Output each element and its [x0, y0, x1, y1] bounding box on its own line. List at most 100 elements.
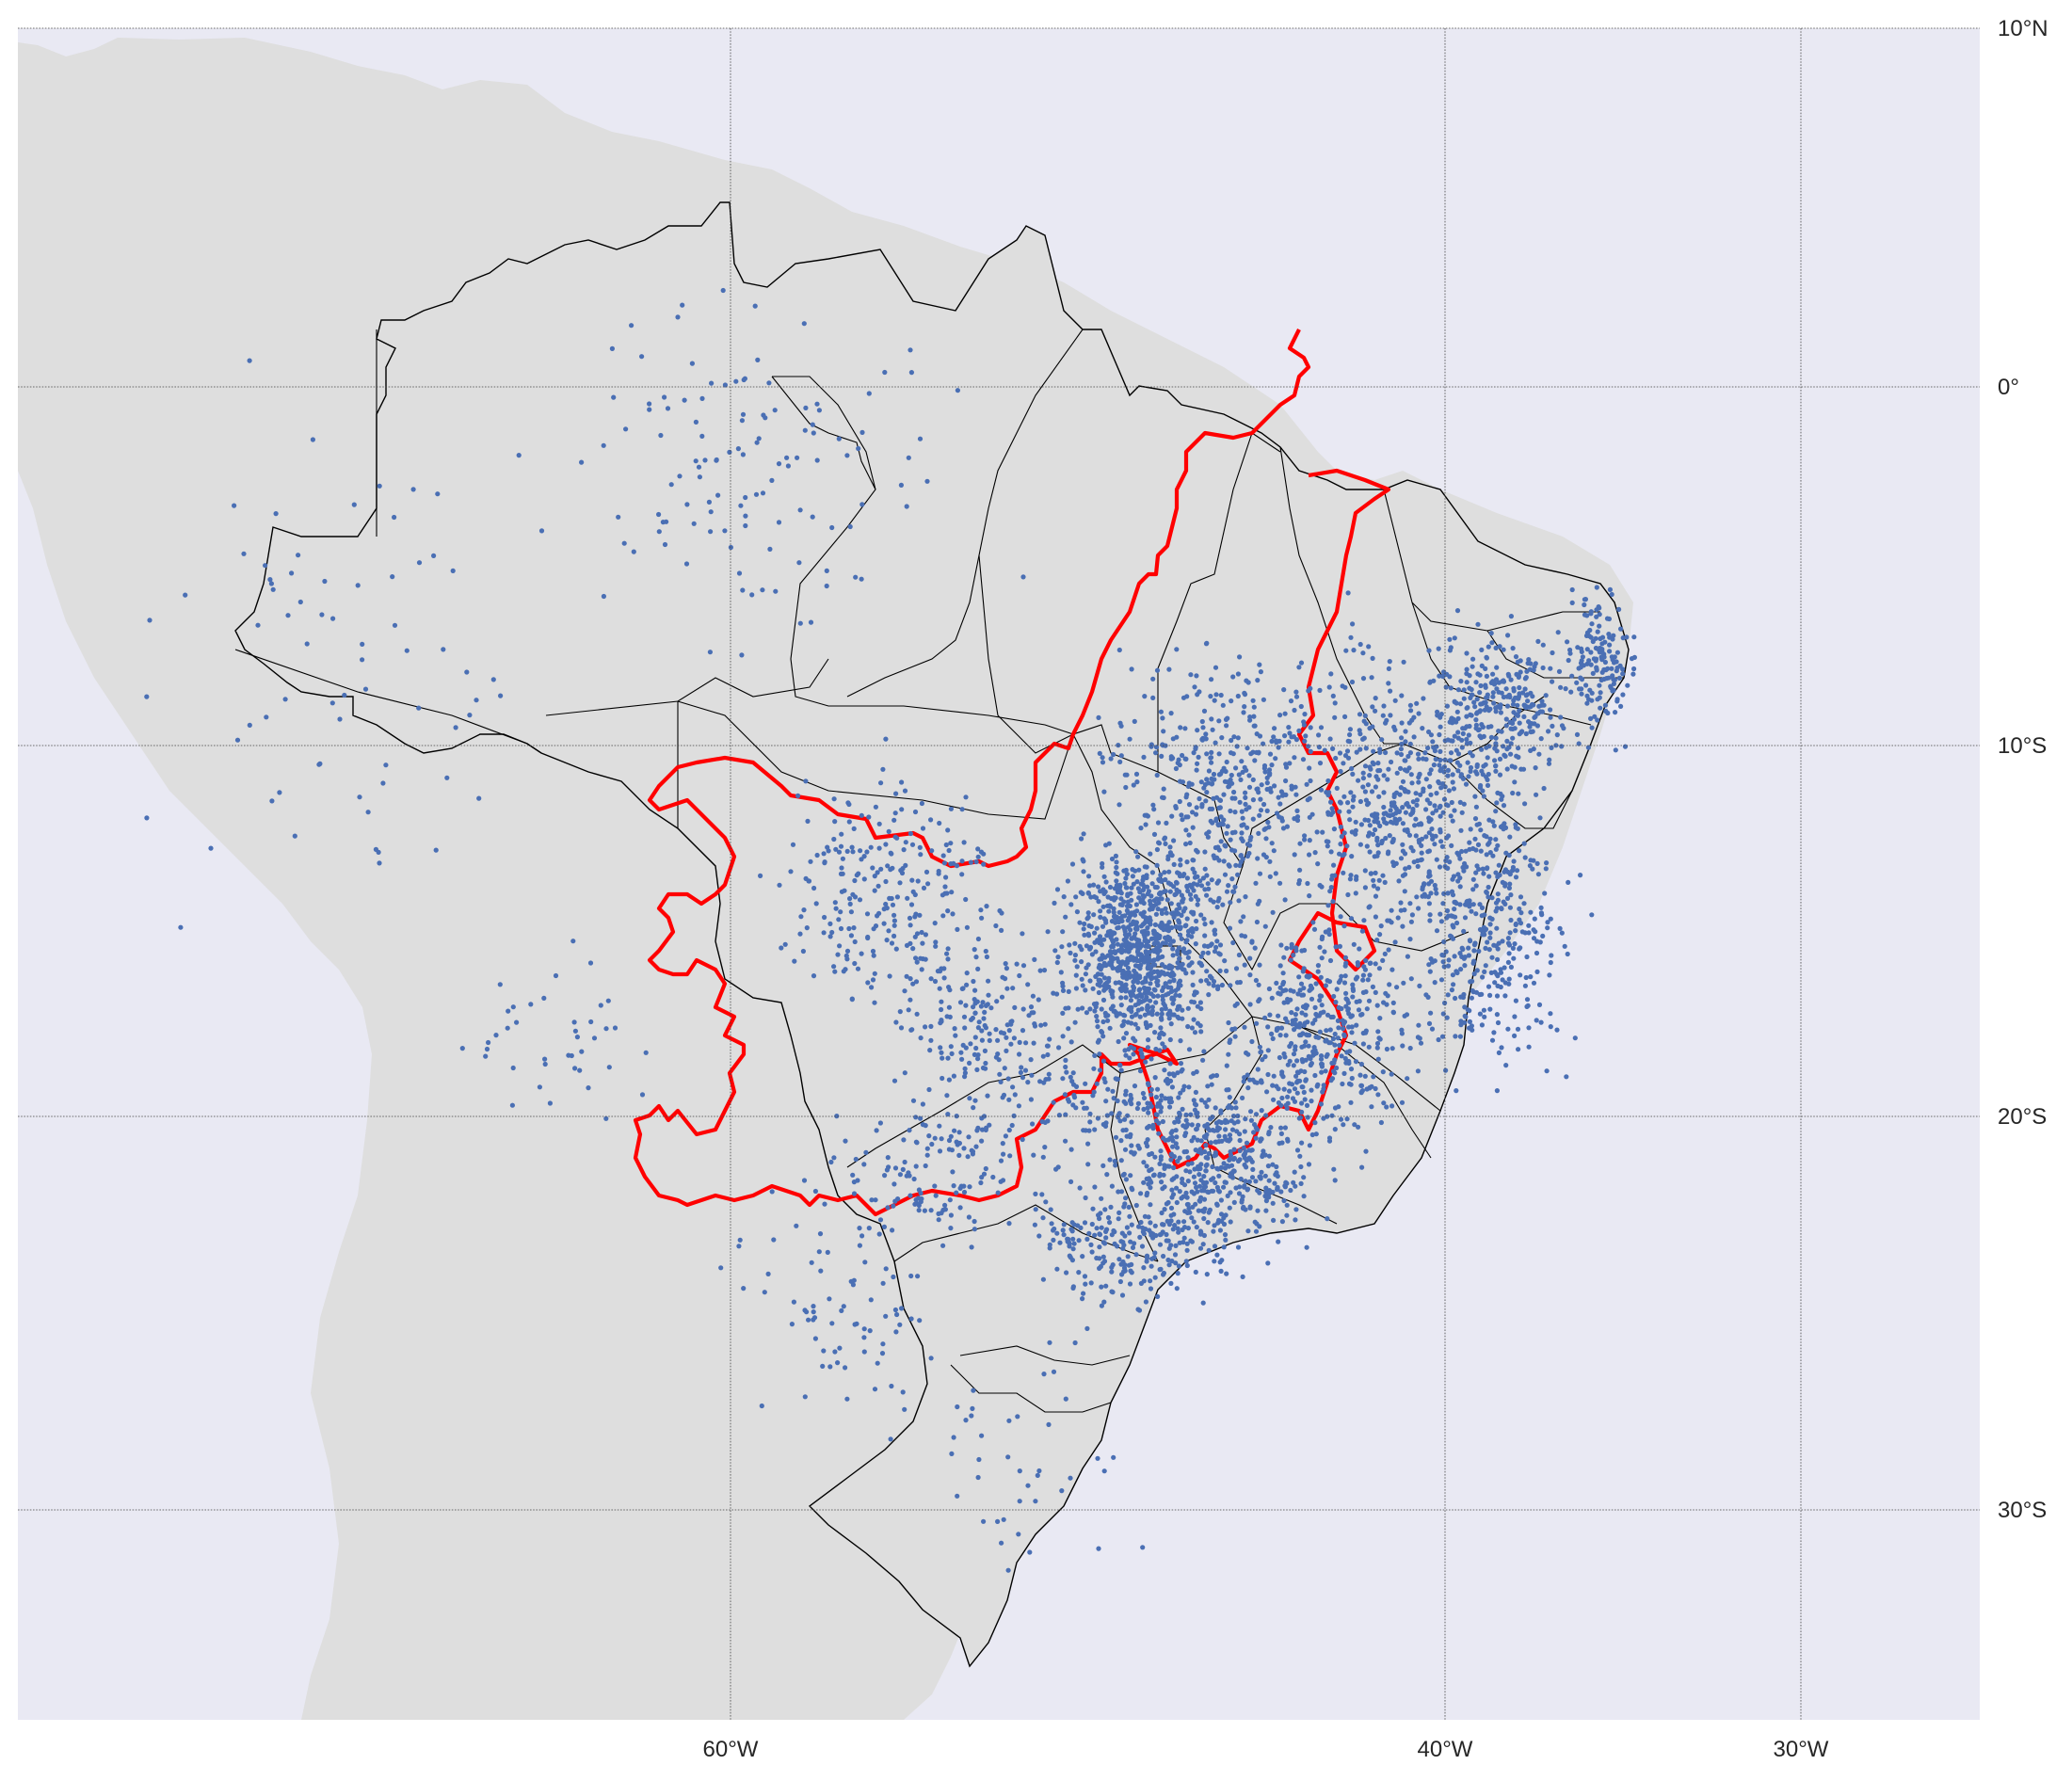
- occurrence-point: [1284, 824, 1290, 829]
- occurrence-point: [831, 964, 837, 970]
- occurrence-point: [1217, 1260, 1223, 1265]
- occurrence-point: [1462, 1004, 1468, 1010]
- occurrence-point: [1166, 920, 1172, 925]
- occurrence-point: [805, 818, 811, 825]
- occurrence-point: [588, 1019, 594, 1025]
- occurrence-point: [1523, 730, 1529, 737]
- occurrence-point: [1360, 1041, 1366, 1047]
- occurrence-point: [1127, 989, 1132, 995]
- occurrence-point: [1343, 990, 1349, 996]
- occurrence-point: [1353, 827, 1358, 833]
- occurrence-point: [1335, 1035, 1341, 1041]
- occurrence-point: [267, 577, 273, 583]
- occurrence-point: [1176, 1095, 1181, 1100]
- occurrence-point: [1250, 816, 1256, 822]
- occurrence-point: [1389, 1071, 1394, 1077]
- occurrence-point: [1257, 662, 1262, 667]
- occurrence-point: [1450, 876, 1455, 882]
- occurrence-point: [1349, 679, 1356, 685]
- occurrence-point: [882, 1173, 888, 1179]
- occurrence-point: [1457, 951, 1463, 956]
- occurrence-point: [1201, 708, 1208, 714]
- occurrence-point: [1146, 1110, 1151, 1115]
- occurrence-point: [1483, 926, 1489, 932]
- occurrence-point: [1437, 780, 1442, 786]
- occurrence-point: [1126, 1204, 1132, 1210]
- occurrence-point: [1557, 925, 1563, 932]
- occurrence-point: [1242, 704, 1247, 710]
- occurrence-point: [1338, 800, 1343, 806]
- occurrence-point: [1247, 1002, 1253, 1007]
- occurrence-point: [1262, 769, 1268, 775]
- occurrence-point: [1455, 768, 1461, 774]
- occurrence-point: [1242, 1183, 1247, 1189]
- occurrence-point: [1506, 981, 1512, 987]
- occurrence-point: [911, 1176, 917, 1182]
- occurrence-point: [1261, 801, 1267, 808]
- occurrence-point: [1421, 882, 1427, 888]
- occurrence-point: [1148, 918, 1153, 923]
- occurrence-point: [1609, 666, 1614, 671]
- occurrence-point: [1588, 650, 1594, 655]
- occurrence-point: [1239, 1199, 1245, 1205]
- occurrence-point: [1436, 1036, 1441, 1043]
- occurrence-point: [1238, 777, 1244, 783]
- occurrence-point: [847, 523, 853, 530]
- occurrence-point: [1317, 761, 1324, 766]
- occurrence-point: [979, 1433, 985, 1438]
- occurrence-point: [1036, 1233, 1042, 1239]
- occurrence-point: [1297, 1153, 1303, 1159]
- occurrence-point: [1092, 1127, 1098, 1132]
- occurrence-point: [893, 791, 899, 796]
- occurrence-point: [1559, 723, 1566, 729]
- occurrence-point: [951, 1073, 957, 1079]
- occurrence-point: [1100, 1034, 1106, 1039]
- occurrence-point: [1070, 1236, 1076, 1242]
- occurrence-point: [1348, 634, 1354, 640]
- occurrence-point: [1139, 1006, 1145, 1012]
- occurrence-point: [948, 1212, 955, 1218]
- occurrence-point: [1114, 882, 1120, 888]
- occurrence-point: [1388, 713, 1393, 718]
- occurrence-point: [1462, 963, 1468, 969]
- occurrence-point: [1003, 976, 1008, 982]
- occurrence-point: [360, 641, 365, 648]
- occurrence-point: [1477, 902, 1483, 907]
- occurrence-point: [605, 998, 611, 1003]
- occurrence-point: [1591, 656, 1597, 662]
- occurrence-point: [1314, 1083, 1320, 1089]
- occurrence-point: [1132, 1038, 1138, 1044]
- occurrence-point: [1197, 878, 1203, 884]
- occurrence-point: [850, 1282, 857, 1288]
- occurrence-point: [852, 960, 858, 967]
- occurrence-point: [1193, 811, 1199, 817]
- occurrence-point: [1112, 913, 1117, 919]
- occurrence-point: [893, 1019, 899, 1025]
- occurrence-point: [1487, 922, 1493, 927]
- occurrence-point: [1218, 1211, 1225, 1217]
- occurrence-point: [1599, 647, 1605, 652]
- occurrence-point: [1534, 860, 1540, 867]
- occurrence-point: [1184, 859, 1190, 865]
- occurrence-point: [1228, 1190, 1233, 1195]
- occurrence-point: [1158, 1157, 1164, 1163]
- occurrence-point: [824, 568, 829, 574]
- occurrence-point: [876, 1231, 882, 1237]
- occurrence-point: [1363, 746, 1369, 751]
- occurrence-point: [1389, 967, 1395, 972]
- occurrence-point: [1228, 1173, 1233, 1179]
- occurrence-point: [1228, 1136, 1233, 1142]
- occurrence-point: [1208, 1074, 1214, 1080]
- occurrence-point: [1350, 621, 1356, 627]
- occurrence-point: [1318, 1056, 1325, 1062]
- occurrence-point: [948, 1044, 954, 1050]
- occurrence-point: [1182, 923, 1188, 929]
- occurrence-point: [1064, 1069, 1069, 1075]
- occurrence-point: [1140, 1225, 1146, 1230]
- occurrence-point: [1268, 1125, 1274, 1131]
- occurrence-point: [1142, 1213, 1148, 1219]
- occurrence-point: [1194, 767, 1199, 773]
- occurrence-point: [1332, 700, 1338, 706]
- occurrence-point: [981, 861, 987, 867]
- occurrence-point: [982, 1048, 988, 1053]
